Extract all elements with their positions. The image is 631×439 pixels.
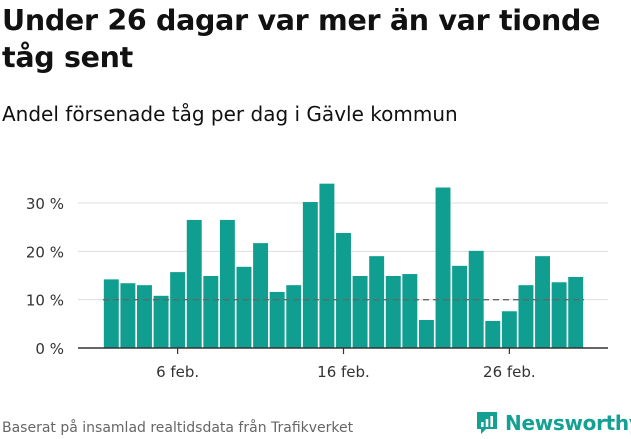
y-tick-label: 10 % [26,292,64,310]
bar [153,295,169,348]
source-note: Baserat på insamlad realtidsdata från Tr… [2,420,354,436]
bar [402,274,418,348]
bars [103,183,584,348]
y-tick-label: 0 % [35,340,64,358]
bar [551,282,567,348]
bar [269,291,285,348]
bar [137,285,152,348]
y-tick-label: 20 % [26,243,64,261]
bar [535,256,550,348]
bar [418,319,434,348]
bar [501,311,517,348]
bar-chart: 0 % 10 % 20 % 30 % 6 feb. 16 feb. 26 feb. [26,183,608,381]
bar [103,279,119,348]
newsworthy-logo[interactable]: Newsworthy [475,408,631,438]
bar [286,285,302,348]
brand-name: Newsworthy [505,411,631,435]
y-axis-tick-labels: 0 % 10 % 20 % 30 % [26,195,64,358]
x-tick-label: 26 feb. [483,363,536,381]
bar [186,219,202,348]
bar [203,275,219,348]
bar [336,232,351,348]
bar [385,275,401,348]
y-tick-label: 30 % [26,195,64,213]
bar [369,256,385,348]
bar [452,265,468,348]
newsworthy-chart-icon [477,412,497,434]
bar [219,219,235,348]
bar [120,283,136,348]
chart-title: Under 26 dagar var mer än var tionde tåg… [2,4,601,74]
x-tick-label: 6 feb. [156,363,199,381]
bar [435,187,451,348]
chart-subtitle: Andel försenade tåg per dag i Gävle komm… [2,102,458,126]
bar [253,243,269,348]
bar [319,183,335,348]
bar [568,276,584,348]
bar [518,285,534,348]
x-tick-label: 16 feb. [317,363,370,381]
bar [485,320,501,348]
bar [170,272,186,348]
bar [302,202,318,348]
bar [352,275,368,348]
x-axis-tick-labels: 6 feb. 16 feb. 26 feb. [156,348,536,381]
bar [236,266,252,348]
